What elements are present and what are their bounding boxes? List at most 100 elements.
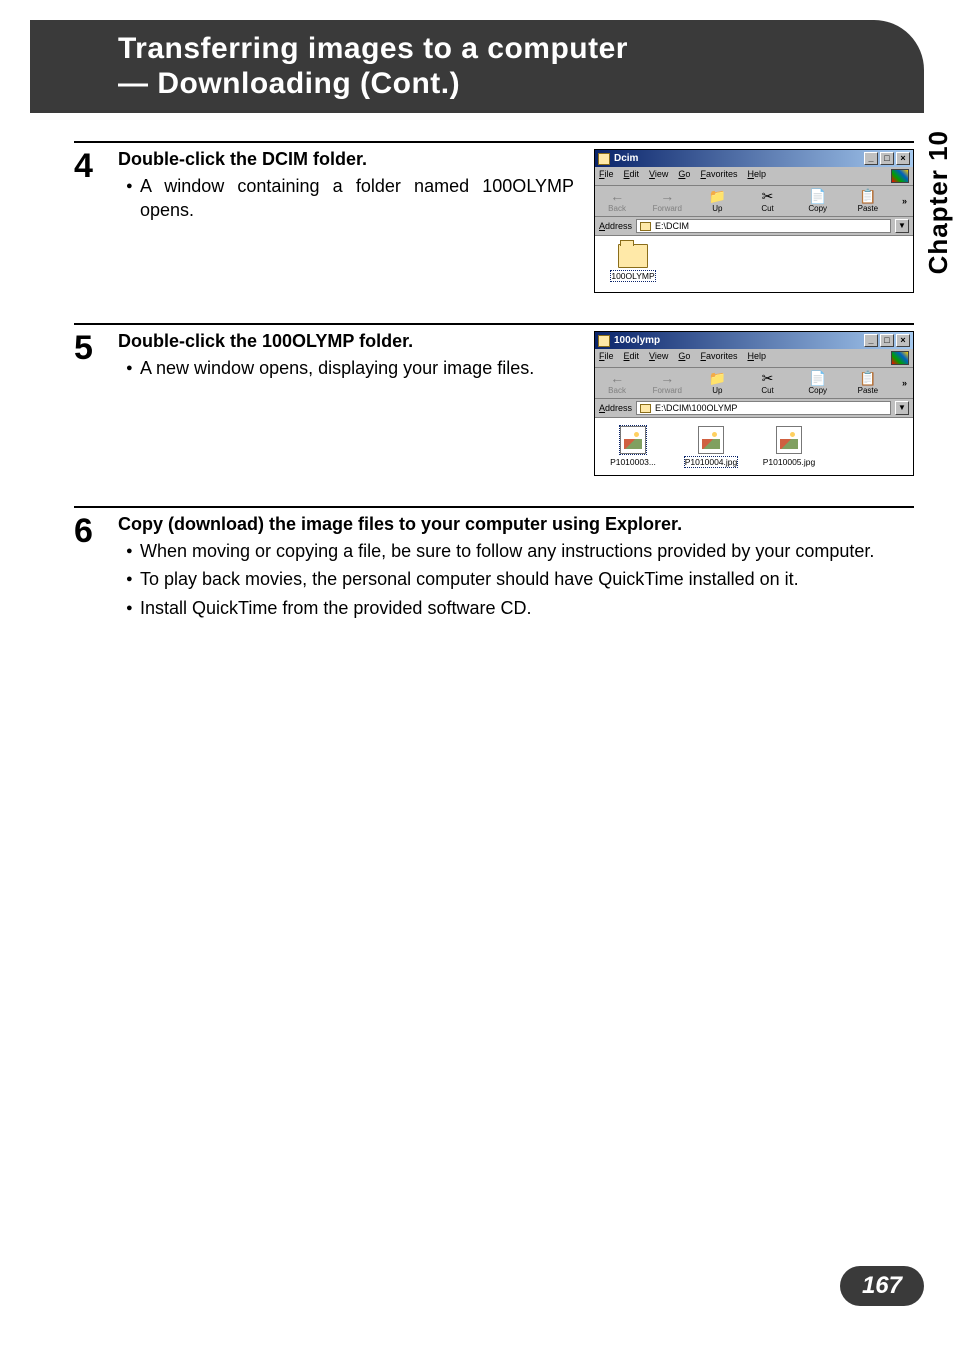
menu-item-favorites[interactable]: Favorites bbox=[700, 351, 737, 365]
image-icon bbox=[776, 426, 802, 454]
toolbar-label: Copy bbox=[808, 386, 827, 395]
step-number: 5 bbox=[74, 331, 108, 476]
address-input[interactable]: E:\DCIM\100OLYMP bbox=[636, 401, 891, 415]
address-bar: Address E:\DCIM ▼ bbox=[595, 217, 913, 236]
toolbar-label: Up bbox=[712, 386, 722, 395]
page-number-badge: 167 bbox=[840, 1266, 924, 1306]
toolbar-label: Copy bbox=[808, 204, 827, 213]
bullet-item: Install QuickTime from the provided soft… bbox=[126, 596, 914, 620]
explorer-window: Dcim _ □ × File Edit View Go Favorites Help ←… bbox=[594, 149, 914, 293]
windows-logo-icon bbox=[891, 351, 909, 365]
step-title: Double-click the 100OLYMP folder. bbox=[118, 331, 574, 352]
file-item[interactable]: P1010005.jpg bbox=[759, 426, 819, 467]
menu-item-edit[interactable]: Edit bbox=[624, 351, 640, 365]
toolbar-btn-cut[interactable]: ✂ Cut bbox=[751, 189, 783, 213]
toolbar-btn-up[interactable]: 📁 Up bbox=[701, 371, 733, 395]
header-title-line2: — Downloading (Cont.) bbox=[118, 67, 460, 100]
copy-icon: 📄 bbox=[809, 371, 826, 385]
chapter-tab: Chapter 10 bbox=[923, 130, 954, 274]
menu-item-go[interactable]: Go bbox=[678, 169, 690, 183]
file-label: P1010003... bbox=[610, 457, 656, 467]
file-item[interactable]: 100OLYMP bbox=[603, 244, 663, 284]
toolbar-label: Up bbox=[712, 204, 722, 213]
window-title: Dcim bbox=[614, 153, 638, 164]
menu-item-edit[interactable]: Edit bbox=[624, 169, 640, 183]
toolbar-label: Paste bbox=[858, 386, 878, 395]
toolbar-overflow[interactable]: » bbox=[902, 378, 907, 388]
titlebar: Dcim _ □ × bbox=[595, 150, 913, 167]
file-item[interactable]: P1010004.jpg bbox=[681, 426, 741, 467]
maximize-button[interactable]: □ bbox=[880, 334, 894, 347]
file-pane: P1010003... P1010004.jpg P1010005.jpg bbox=[595, 418, 913, 475]
file-label: 100OLYMP bbox=[611, 271, 654, 281]
menu-item-view[interactable]: View bbox=[649, 169, 668, 183]
toolbar-btn-forward: → Forward bbox=[651, 371, 683, 395]
window-icon bbox=[598, 335, 610, 347]
address-label: Address bbox=[599, 403, 632, 413]
menu-item-file[interactable]: File bbox=[599, 169, 614, 183]
header-corner bbox=[30, 20, 110, 113]
bullet-item: To play back movies, the personal comput… bbox=[126, 567, 914, 591]
address-label: Address bbox=[599, 221, 632, 231]
address-dropdown[interactable]: ▼ bbox=[895, 219, 909, 233]
minimize-button[interactable]: _ bbox=[864, 152, 878, 165]
header-bar: Transferring images to a computer — Down… bbox=[90, 20, 924, 113]
toolbar-label: Forward bbox=[653, 204, 682, 213]
menu-bar: File Edit View Go Favorites Help bbox=[595, 167, 913, 186]
toolbar-btn-back: ← Back bbox=[601, 189, 633, 213]
file-item[interactable]: P1010003... bbox=[603, 426, 663, 467]
address-path: E:\DCIM\100OLYMP bbox=[655, 403, 737, 413]
close-button[interactable]: × bbox=[896, 152, 910, 165]
page-header: Transferring images to a computer — Down… bbox=[30, 20, 924, 113]
steps-container: 4 Double-click the DCIM folder. A window… bbox=[30, 141, 924, 624]
header-title: Transferring images to a computer — Down… bbox=[118, 32, 904, 101]
cut-icon: ✂ bbox=[762, 371, 774, 385]
menu-bar: File Edit View Go Favorites Help bbox=[595, 349, 913, 368]
address-dropdown[interactable]: ▼ bbox=[895, 401, 909, 415]
toolbar-btn-forward: → Forward bbox=[651, 189, 683, 213]
menu-item-help[interactable]: Help bbox=[747, 351, 766, 365]
step-number: 6 bbox=[74, 514, 108, 624]
step-number: 4 bbox=[74, 149, 108, 293]
toolbar-label: Back bbox=[608, 204, 626, 213]
toolbar: ← Back → Forward 📁 Up ✂ Cut 📄 Copy 📋 Pas… bbox=[595, 368, 913, 399]
toolbar-label: Paste bbox=[858, 204, 878, 213]
step-bullets: A new window opens, displaying your imag… bbox=[118, 356, 574, 380]
menu-item-go[interactable]: Go bbox=[678, 351, 690, 365]
toolbar-btn-paste[interactable]: 📋 Paste bbox=[852, 371, 884, 395]
toolbar-btn-up[interactable]: 📁 Up bbox=[701, 189, 733, 213]
file-pane: 100OLYMP bbox=[595, 236, 913, 292]
step-title: Copy (download) the image files to your … bbox=[118, 514, 914, 535]
address-input[interactable]: E:\DCIM bbox=[636, 219, 891, 233]
close-button[interactable]: × bbox=[896, 334, 910, 347]
toolbar-label: Cut bbox=[761, 386, 773, 395]
step-bullets: A window containing a folder named 100OL… bbox=[118, 174, 574, 223]
toolbar-btn-paste[interactable]: 📋 Paste bbox=[852, 189, 884, 213]
image-icon bbox=[698, 426, 724, 454]
menu-item-view[interactable]: View bbox=[649, 351, 668, 365]
window-title: 100olymp bbox=[614, 335, 660, 346]
toolbar-btn-cut[interactable]: ✂ Cut bbox=[751, 371, 783, 395]
maximize-button[interactable]: □ bbox=[880, 152, 894, 165]
windows-logo-icon bbox=[891, 169, 909, 183]
forward-icon: → bbox=[660, 371, 674, 385]
minimize-button[interactable]: _ bbox=[864, 334, 878, 347]
step-title: Double-click the DCIM folder. bbox=[118, 149, 574, 170]
toolbar-overflow[interactable]: » bbox=[902, 196, 907, 206]
menu-item-file[interactable]: File bbox=[599, 351, 614, 365]
header-title-line1: Transferring images to a computer bbox=[118, 32, 628, 65]
step-bullets: When moving or copying a file, be sure t… bbox=[118, 539, 914, 620]
toolbar-btn-copy[interactable]: 📄 Copy bbox=[802, 371, 834, 395]
folder-icon bbox=[640, 222, 651, 231]
up-icon: 📁 bbox=[709, 371, 726, 385]
toolbar-btn-copy[interactable]: 📄 Copy bbox=[802, 189, 834, 213]
back-icon: ← bbox=[610, 189, 624, 203]
back-icon: ← bbox=[610, 371, 624, 385]
menu-item-favorites[interactable]: Favorites bbox=[700, 169, 737, 183]
window-icon bbox=[598, 153, 610, 165]
menu-item-help[interactable]: Help bbox=[747, 169, 766, 183]
address-path: E:\DCIM bbox=[655, 221, 689, 231]
address-bar: Address E:\DCIM\100OLYMP ▼ bbox=[595, 399, 913, 418]
copy-icon: 📄 bbox=[809, 189, 826, 203]
file-label: P1010005.jpg bbox=[763, 457, 815, 467]
